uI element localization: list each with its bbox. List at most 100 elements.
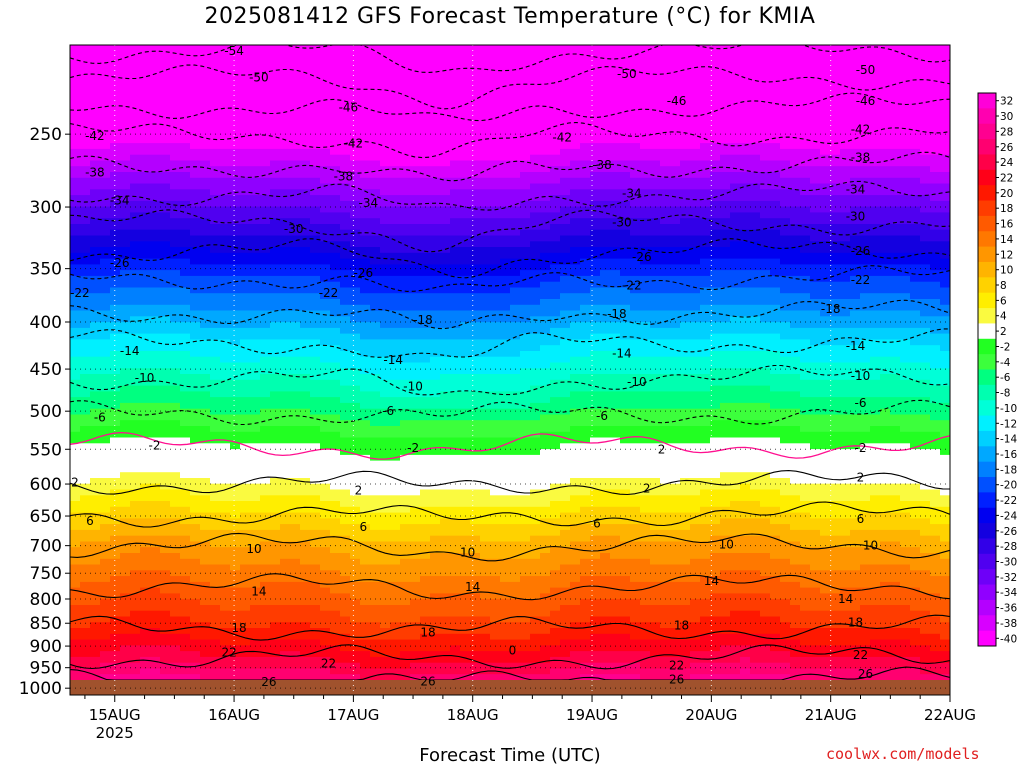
temperature-cell [190,483,201,491]
temperature-cell [360,264,371,271]
temperature-cell [520,68,531,75]
temperature-cell [160,495,171,502]
temperature-cell [410,333,421,340]
temperature-cell [240,622,251,629]
temperature-cell [310,154,321,162]
temperature-cell [470,374,481,381]
temperature-cell [370,120,381,127]
temperature-cell [160,472,171,479]
temperature-cell [320,108,331,115]
temperature-cell [190,299,201,306]
temperature-cell [160,224,171,231]
temperature-cell [250,345,261,352]
temperature-cell [110,304,121,312]
temperature-cell [320,281,331,289]
temperature-cell [120,524,131,531]
temperature-cell [410,662,421,670]
temperature-cell [170,478,181,485]
temperature-cell [500,587,511,594]
temperature-cell [310,518,321,525]
temperature-cell [70,599,81,606]
temperature-cell [270,593,281,600]
temperature-cell [330,304,341,312]
temperature-cell [510,599,521,606]
temperature-cell [90,668,101,675]
temperature-cell [360,351,371,358]
temperature-cell [490,247,501,254]
temperature-cell [510,466,521,473]
temperature-cell [190,466,201,473]
temperature-cell [480,420,491,427]
temperature-cell [390,599,401,606]
temperature-cell [280,553,291,560]
credit-link[interactable]: coolwx.com/models [826,745,980,763]
temperature-cell [280,379,291,387]
temperature-cell [230,506,241,514]
temperature-cell [460,449,471,456]
temperature-cell [150,85,161,92]
temperature-cell [390,483,401,491]
temperature-cell [330,172,341,179]
temperature-cell [290,593,301,600]
temperature-cell [240,252,251,260]
temperature-cell [190,472,201,479]
temperature-cell [420,662,431,670]
temperature-cell [210,628,221,635]
temperature-cell [250,195,261,202]
temperature-cell [210,443,221,450]
temperature-cell [350,443,361,450]
temperature-cell [490,489,501,496]
temperature-cell [70,426,81,433]
temperature-cell [480,454,491,462]
temperature-cell [280,466,291,473]
temperature-cell [290,56,301,63]
temperature-cell [180,581,191,589]
temperature-cell [290,379,301,387]
temperature-cell [290,241,301,248]
temperature-cell [100,114,111,121]
temperature-cell [450,137,461,144]
temperature-cell [210,622,221,629]
temperature-cell [280,420,291,427]
temperature-cell [410,426,421,433]
temperature-cell [200,200,211,208]
temperature-cell [450,166,461,173]
temperature-cell [380,270,391,277]
temperature-cell [480,310,491,317]
temperature-cell [210,633,221,641]
temperature-cell [470,622,481,629]
temperature-cell [410,628,421,635]
temperature-cell [360,79,371,86]
temperature-cell [80,593,91,600]
temperature-cell [460,431,471,439]
temperature-cell [180,120,191,127]
temperature-cell [510,501,521,508]
temperature-cell [70,252,81,260]
temperature-cell [310,189,321,196]
temperature-cell [100,426,111,433]
temperature-cell [510,258,521,265]
temperature-cell [200,316,211,323]
temperature-cell [200,628,211,635]
temperature-cell [120,322,131,329]
temperature-cell [260,610,271,618]
temperature-cell [290,489,301,496]
temperature-cell [190,264,201,271]
temperature-cell [100,639,111,646]
temperature-cell [290,258,301,265]
temperature-cell [410,247,421,254]
temperature-cell [420,235,431,242]
temperature-cell [90,131,101,138]
temperature-cell [480,402,491,410]
temperature-cell [380,120,391,127]
temperature-cell [130,270,141,277]
temperature-cell [320,362,331,369]
temperature-cell [310,414,321,421]
temperature-cell [240,518,251,525]
temperature-cell [350,478,361,485]
temperature-cell [300,391,311,398]
temperature-cell [80,85,91,92]
temperature-cell [300,247,311,254]
temperature-cell [240,264,251,271]
temperature-cell [420,379,431,387]
